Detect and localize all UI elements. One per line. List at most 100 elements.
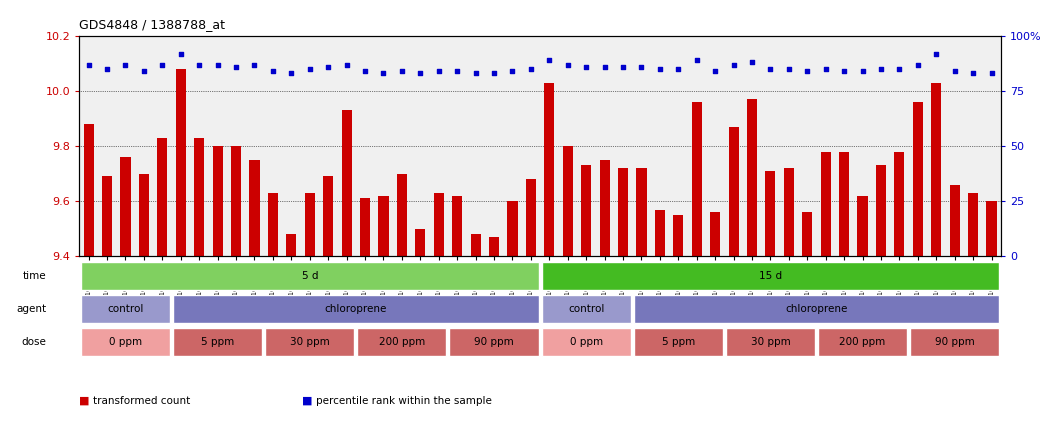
Point: [320, 63, 337, 70]
Point: [357, 68, 374, 74]
Bar: [213, 146, 222, 256]
Bar: [633, 294, 1000, 323]
Point: [228, 63, 245, 70]
Text: 30 ppm: 30 ppm: [751, 337, 790, 346]
Point: [910, 61, 927, 68]
Point: [688, 57, 705, 63]
Bar: [692, 102, 702, 256]
Bar: [968, 193, 979, 256]
Bar: [265, 328, 355, 355]
Point: [467, 70, 484, 77]
Point: [725, 61, 742, 68]
Point: [246, 61, 263, 68]
Bar: [913, 102, 922, 256]
Bar: [80, 294, 170, 323]
Bar: [360, 198, 370, 256]
Point: [338, 61, 355, 68]
Point: [633, 63, 650, 70]
Bar: [876, 165, 886, 256]
Bar: [987, 201, 997, 256]
Bar: [544, 83, 554, 256]
Text: 90 ppm: 90 ppm: [935, 337, 974, 346]
Bar: [173, 294, 539, 323]
Text: 0 ppm: 0 ppm: [109, 337, 142, 346]
Bar: [176, 69, 185, 256]
Bar: [231, 146, 241, 256]
Point: [983, 70, 1000, 77]
Text: time: time: [22, 271, 47, 280]
Bar: [818, 328, 908, 355]
Point: [541, 57, 558, 63]
Bar: [305, 193, 315, 256]
Bar: [194, 138, 204, 256]
Bar: [323, 176, 334, 256]
Bar: [618, 168, 628, 256]
Point: [559, 61, 576, 68]
Bar: [449, 328, 539, 355]
Point: [486, 70, 503, 77]
Point: [210, 61, 227, 68]
Text: GDS4848 / 1388788_at: GDS4848 / 1388788_at: [79, 18, 226, 31]
Bar: [931, 83, 941, 256]
Text: control: control: [107, 304, 144, 313]
Bar: [562, 146, 573, 256]
Point: [522, 66, 539, 72]
Text: 5 ppm: 5 ppm: [662, 337, 695, 346]
Bar: [950, 185, 959, 256]
Text: agent: agent: [16, 304, 47, 313]
Bar: [599, 160, 610, 256]
Bar: [910, 328, 1000, 355]
Bar: [507, 201, 518, 256]
Bar: [541, 294, 631, 323]
Point: [283, 70, 300, 77]
Point: [614, 63, 631, 70]
Point: [762, 66, 779, 72]
Point: [98, 66, 115, 72]
Bar: [286, 234, 297, 256]
Point: [430, 68, 447, 74]
Text: 5 ppm: 5 ppm: [201, 337, 234, 346]
Bar: [895, 152, 904, 256]
Bar: [268, 193, 277, 256]
Point: [743, 59, 760, 66]
Bar: [434, 193, 444, 256]
Point: [154, 61, 170, 68]
Text: 5 d: 5 d: [302, 271, 318, 280]
Point: [891, 66, 908, 72]
Text: 200 ppm: 200 ppm: [379, 337, 425, 346]
Bar: [654, 209, 665, 256]
Bar: [378, 196, 389, 256]
Bar: [729, 127, 738, 256]
Text: 15 d: 15 d: [759, 271, 782, 280]
Point: [412, 70, 429, 77]
Bar: [342, 110, 352, 256]
Point: [136, 68, 152, 74]
Point: [118, 61, 133, 68]
Text: 0 ppm: 0 ppm: [570, 337, 603, 346]
Bar: [784, 168, 794, 256]
Text: 90 ppm: 90 ppm: [474, 337, 514, 346]
Point: [596, 63, 613, 70]
Bar: [470, 234, 481, 256]
Point: [670, 66, 687, 72]
Bar: [747, 99, 757, 256]
Bar: [541, 328, 631, 355]
Bar: [489, 237, 499, 256]
Bar: [121, 157, 130, 256]
Bar: [139, 174, 149, 256]
Point: [80, 61, 97, 68]
Text: 200 ppm: 200 ppm: [840, 337, 885, 346]
Bar: [357, 328, 447, 355]
Bar: [84, 124, 93, 256]
Point: [818, 66, 834, 72]
Point: [836, 68, 852, 74]
Bar: [452, 196, 462, 256]
Bar: [173, 328, 263, 355]
Bar: [541, 261, 1000, 289]
Bar: [821, 152, 830, 256]
Text: 30 ppm: 30 ppm: [290, 337, 329, 346]
Bar: [858, 196, 867, 256]
Point: [375, 70, 392, 77]
Bar: [158, 138, 167, 256]
Bar: [581, 165, 591, 256]
